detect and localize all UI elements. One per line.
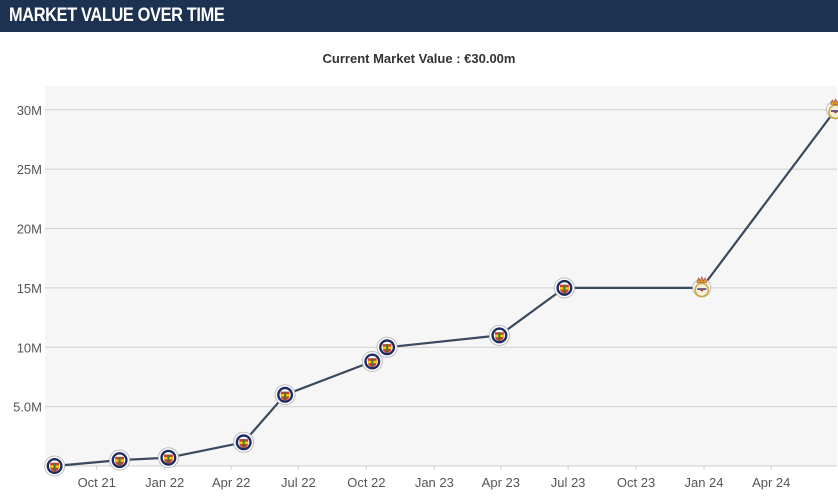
x-tick-label: Jul 22 [281,475,316,490]
gridlines [45,109,837,408]
y-tick-label: 5.0M [13,400,42,415]
data-point-fenerbahce-badge[interactable] [233,431,255,453]
x-tick-label: Jul 23 [551,475,586,490]
x-axis: Oct 21 Jan 22 Apr 22 Jul 22 Oct 22 Jan 23 Apr … [45,465,837,490]
x-tick-label: Oct 22 [347,475,385,490]
data-point-fenerbahce-badge[interactable] [376,336,398,358]
x-tick-label: Jan 22 [145,475,184,490]
x-tick-label: Apr 24 [752,475,790,490]
plot-area [45,86,837,466]
x-tick-label: Jan 24 [684,475,723,490]
data-point-fenerbahce-badge[interactable] [109,449,131,471]
header-title: MARKET VALUE OVER TIME [9,5,225,26]
y-axis: 5.0M 10M 15M 20M 25M 30M [13,103,42,415]
data-point-fenerbahce-badge[interactable] [488,324,510,346]
x-tick-label: Apr 23 [482,475,520,490]
y-tick-label: 10M [17,340,42,355]
data-point-fenerbahce-badge[interactable] [274,384,296,406]
x-tick-label: Apr 22 [212,475,250,490]
y-tick-label: 15M [17,281,42,296]
x-tick-label: Oct 21 [78,475,116,490]
data-point-real-madrid-badge[interactable] [692,276,712,298]
current-market-value-label: Current Market Value : [322,51,465,66]
data-point-fenerbahce-badge[interactable] [157,447,179,469]
data-point-fenerbahce-badge[interactable] [553,277,575,299]
x-tick-label: Jan 23 [415,475,454,490]
data-markers [44,97,838,477]
data-point-real-madrid-badge[interactable] [826,97,838,120]
header-bar: MARKET VALUE OVER TIME [0,0,838,32]
y-tick-label: 25M [17,162,42,177]
data-point-fenerbahce-badge[interactable] [44,455,66,477]
current-market-value: Current Market Value : €30.00m [0,51,838,66]
data-point-fenerbahce-badge[interactable] [361,351,383,372]
y-tick-label: 30M [17,103,42,118]
y-tick-label: 20M [17,222,42,237]
current-market-value-amount: €30.00m [464,51,516,66]
x-tick-label: Oct 23 [617,475,655,490]
